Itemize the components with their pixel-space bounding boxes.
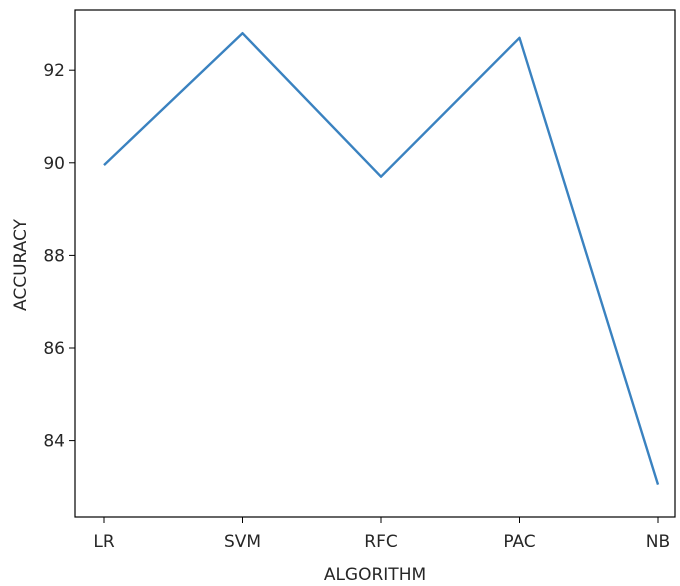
plot-area-frame xyxy=(74,9,676,518)
x-tick-label-svm: SVM xyxy=(224,532,261,552)
y-tick-label: 90 xyxy=(43,154,65,174)
y-tick-label: 92 xyxy=(43,61,65,81)
y-axis: 84 86 88 90 92 xyxy=(43,61,75,452)
x-tick-label-rfc: RFC xyxy=(364,532,397,552)
x-tick-label-lr: LR xyxy=(93,532,114,552)
x-tick-label-nb: NB xyxy=(646,532,670,552)
y-tick-label: 84 xyxy=(43,432,65,452)
y-axis-title: ACCURACY xyxy=(11,218,31,311)
x-tick-label-pac: PAC xyxy=(503,532,535,552)
x-axis-title: ALGORITHM xyxy=(324,565,426,585)
y-tick-label: 88 xyxy=(43,246,65,266)
accuracy-series-line xyxy=(103,32,660,485)
x-axis: LR SVM RFC PAC NB xyxy=(93,517,670,552)
y-tick-label: 86 xyxy=(43,339,65,359)
